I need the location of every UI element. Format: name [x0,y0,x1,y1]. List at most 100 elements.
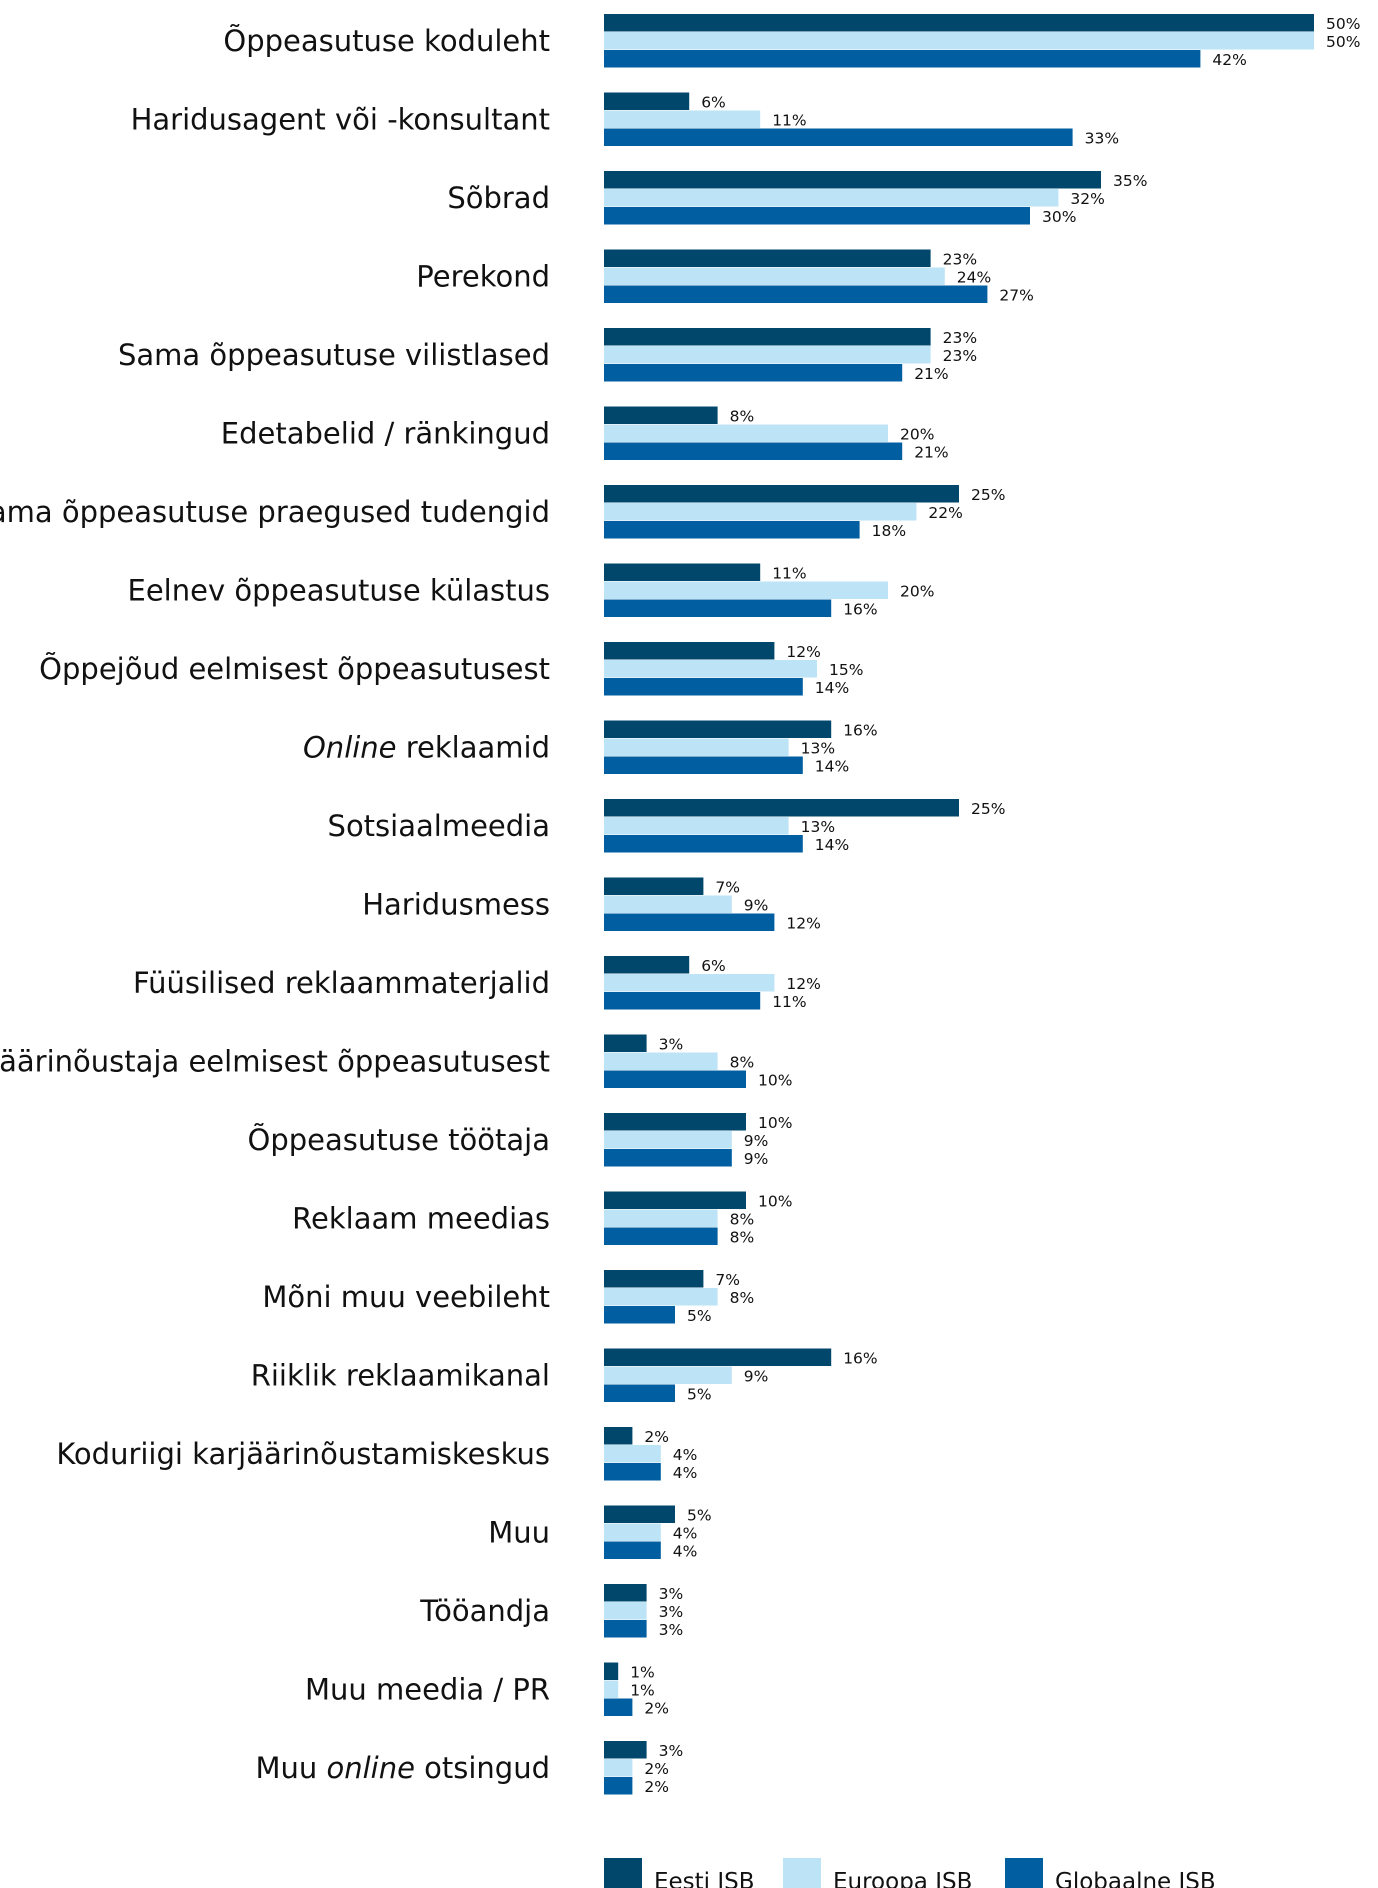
category-label: Haridusmess [362,888,550,922]
bar-globaalne-isb [604,756,803,774]
category-label: Õppeasutuse töötaja [248,1123,551,1157]
value-label: 9% [744,1150,769,1168]
category-labels: Õppeasutuse koduleht Haridusagent või -ko… [0,24,550,1785]
value-label: 6% [701,93,726,111]
category-label-part: Õppeasutuse koduleht [223,24,550,58]
value-label: 50% [1326,15,1360,33]
category-label: Eelnev õppeasutuse külastus [128,574,550,608]
bar-eesti-isb [604,485,959,503]
value-label: 14% [815,836,849,854]
category-label-part: Sõbrad [447,181,550,215]
value-label: 9% [744,1367,769,1385]
category-label: Perekond [416,260,550,294]
bar-globaalne-isb [604,442,903,460]
value-label: 4% [673,1524,698,1542]
value-label: 3% [659,1585,684,1603]
value-label: 8% [730,1053,755,1071]
category-label-part: otsingud [415,1751,550,1785]
value-label: 12% [786,643,820,661]
category-label: Haridusagent või -konsultant [131,103,550,137]
bar-euroopa-isb [604,817,789,835]
value-label: 11% [772,564,806,582]
bar-euroopa-isb [604,346,931,364]
category-label-part: Haridusmess [362,888,550,922]
bar-eesti-isb [604,1741,647,1759]
value-labels: 50%50%42%6%11%33%35%32%30%23%24%27%23%23… [630,15,1360,1796]
value-label: 14% [815,757,849,775]
category-label-part: Sotsiaalmeedia [328,809,550,843]
bar-euroopa-isb [604,189,1059,207]
bar-globaalne-isb [604,913,775,931]
value-label: 35% [1113,172,1147,190]
value-label: 23% [943,347,977,365]
value-label: 11% [772,993,806,1011]
value-label: 8% [730,1210,755,1228]
bar-euroopa-isb [604,974,775,992]
value-label: 14% [815,679,849,697]
value-label: 11% [772,111,806,129]
bar-globaalne-isb [604,1227,718,1245]
category-label-part: Muu [488,1516,550,1550]
value-label: 25% [971,800,1005,818]
bar-euroopa-isb [604,1680,619,1698]
legend-label: Eesti ISB [654,1869,755,1888]
bar-eesti-isb [604,1662,619,1680]
legend-label: Euroopa ISB [833,1869,972,1888]
value-label: 9% [744,896,769,914]
bar-globaalne-isb [604,364,903,382]
category-label-part: reklaamid [397,731,550,765]
bar-eesti-isb [604,1270,704,1288]
bar-globaalne-isb [604,1384,675,1402]
category-label: Sama õppeasutuse praegused tudengid [0,495,550,529]
bar-globaalne-isb [604,1620,647,1638]
bar-euroopa-isb [604,424,888,442]
bar-euroopa-isb [604,1052,718,1070]
bar-eesti-isb [604,171,1101,189]
category-label-part: Sama õppeasutuse vilistlased [118,338,550,372]
value-label: 33% [1085,129,1119,147]
bar-euroopa-isb [604,1366,732,1384]
value-label: 15% [829,661,863,679]
category-label-part: Sama õppeasutuse praegused tudengid [0,495,550,529]
value-label: 16% [843,721,877,739]
value-label: 20% [900,425,934,443]
category-label-part: Õppejõud eelmisest õppeasutusest [39,652,550,686]
category-label: Mõni muu veebileht [262,1280,550,1314]
category-label: Õppeasutuse koduleht [223,24,550,58]
bar-euroopa-isb [604,581,888,599]
value-label: 50% [1326,33,1360,51]
value-label: 23% [943,250,977,268]
bar-euroopa-isb [604,1523,661,1541]
bars [604,14,1314,1795]
bar-globaalne-isb [604,1541,661,1559]
value-label: 9% [744,1132,769,1150]
value-label: 8% [730,1228,755,1246]
bar-euroopa-isb [604,1602,647,1620]
value-label: 10% [758,1071,792,1089]
category-label: Õppejõud eelmisest õppeasutusest [39,652,550,686]
value-label: 18% [872,522,906,540]
bar-eesti-isb [604,1584,647,1602]
value-label: 24% [957,268,991,286]
value-label: 3% [659,1621,684,1639]
value-label: 2% [644,1428,669,1446]
category-label-part: Muu meedia / PR [305,1673,550,1707]
value-label: 10% [758,1192,792,1210]
bar-eesti-isb [604,406,718,424]
bar-eesti-isb [604,1113,746,1131]
category-label: Sotsiaalmeedia [328,809,550,843]
category-label-part: Tööandja [419,1594,550,1628]
category-label: Koduriigi karjäärinõustamiskeskus [56,1437,550,1471]
value-label: 8% [730,1289,755,1307]
value-label: 2% [644,1760,669,1778]
bar-euroopa-isb [604,660,817,678]
bar-globaalne-isb [604,207,1030,225]
category-label-part: Edetabelid / ränkingud [221,417,550,451]
bar-globaalne-isb [604,50,1201,68]
category-label: Tööandja [419,1594,550,1628]
value-label: 5% [687,1385,712,1403]
value-label: 23% [943,329,977,347]
bar-euroopa-isb [604,1131,732,1149]
bar-euroopa-isb [604,1209,718,1227]
